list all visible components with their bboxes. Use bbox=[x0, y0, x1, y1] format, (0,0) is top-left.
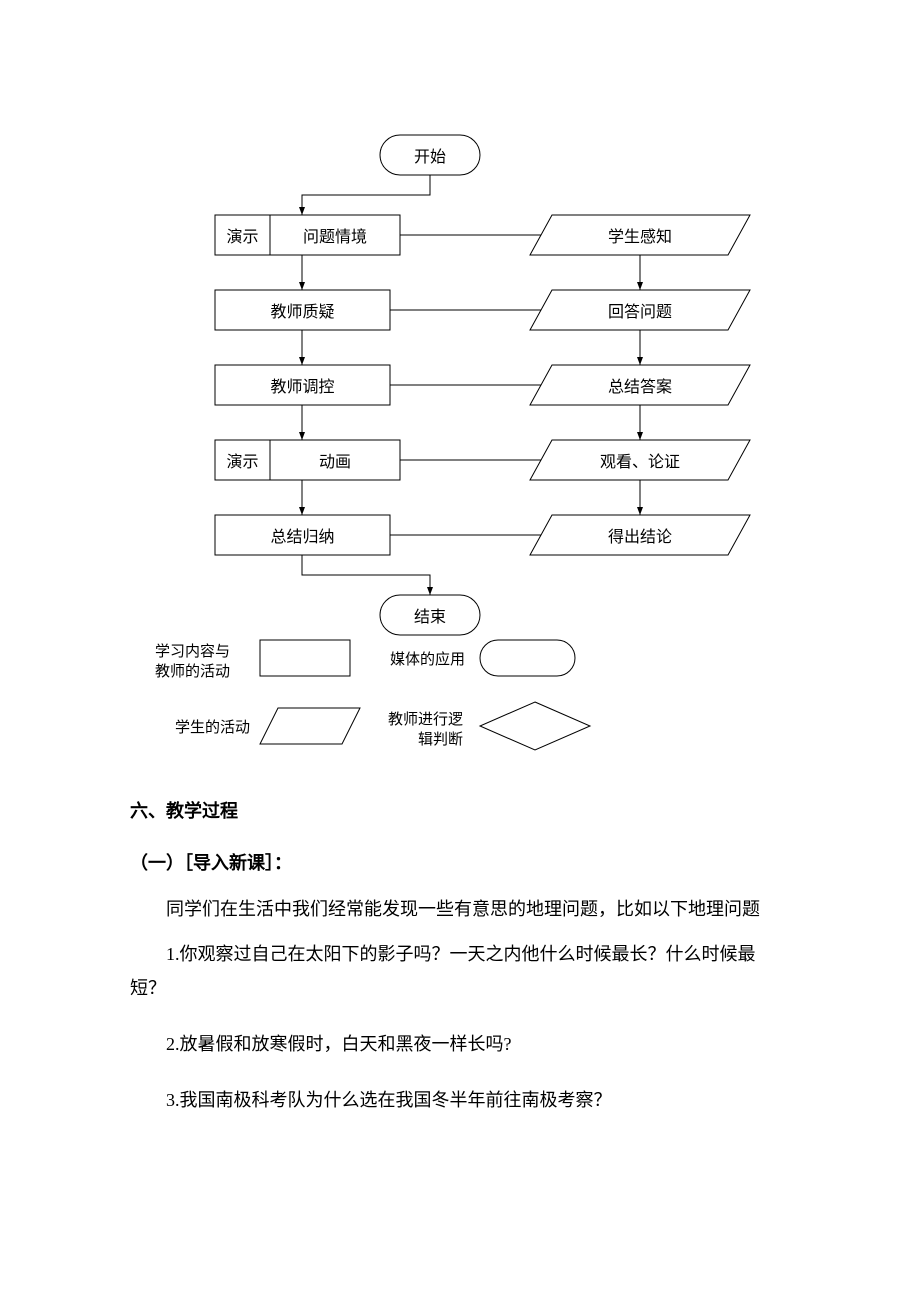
flowchart-node-summary: 总结归纳 bbox=[215, 515, 390, 555]
flowchart-node-demo2: 动画 bbox=[270, 440, 400, 480]
legend-label-0: 学习内容与 教师的活动 bbox=[155, 642, 230, 683]
subsection-heading: （一）［导入新课］： bbox=[130, 846, 790, 880]
question-1: 1.你观察过自己在太阳下的影子吗？一天之内他什么时候最长？什么时候最短？ bbox=[130, 937, 790, 1005]
legend-label-1: 媒体的应用 bbox=[390, 650, 465, 670]
flowchart-node-demo1: 问题情境 bbox=[270, 215, 400, 255]
flowchart-node-tcontrol: 教师调控 bbox=[215, 365, 390, 405]
legend-label-3: 教师进行逻 辑判断 bbox=[388, 710, 463, 751]
section-heading: 六、教学过程 bbox=[130, 794, 790, 828]
flowchart-node-sense: 学生感知 bbox=[530, 215, 750, 255]
document-body: 六、教学过程 （一）［导入新课］： 同学们在生活中我们经常能发现一些有意思的地理… bbox=[0, 794, 920, 1199]
flowchart-node-conclude: 得出结论 bbox=[530, 515, 750, 555]
flowchart-node-watch: 观看、论证 bbox=[530, 440, 750, 480]
flowchart-node-tquestion: 教师质疑 bbox=[215, 290, 390, 330]
flowchart-node-demo2tag: 演示 bbox=[215, 440, 270, 480]
flowchart-node-summarize: 总结答案 bbox=[530, 365, 750, 405]
flowchart: 开始演示问题情境学生感知教师质疑回答问题教师调控总结答案演示动画观看、论证总结归… bbox=[0, 0, 920, 610]
flowchart-node-answer: 回答问题 bbox=[530, 290, 750, 330]
question-3: 3.我国南极科考队为什么选在我国冬半年前往南极考察？ bbox=[130, 1083, 790, 1117]
question-2: 2.放暑假和放寒假时，白天和黑夜一样长吗? bbox=[130, 1027, 790, 1061]
legend-label-2: 学生的活动 bbox=[175, 718, 250, 738]
flowchart-node-demo1tag: 演示 bbox=[215, 215, 270, 255]
intro-paragraph: 同学们在生活中我们经常能发现一些有意思的地理问题，比如以下地理问题 bbox=[130, 892, 790, 926]
flowchart-legend: 学习内容与 教师的活动 媒体的应用学生的活动 教师进行逻 辑判断 bbox=[0, 610, 920, 780]
flowchart-node-start: 开始 bbox=[380, 135, 480, 175]
